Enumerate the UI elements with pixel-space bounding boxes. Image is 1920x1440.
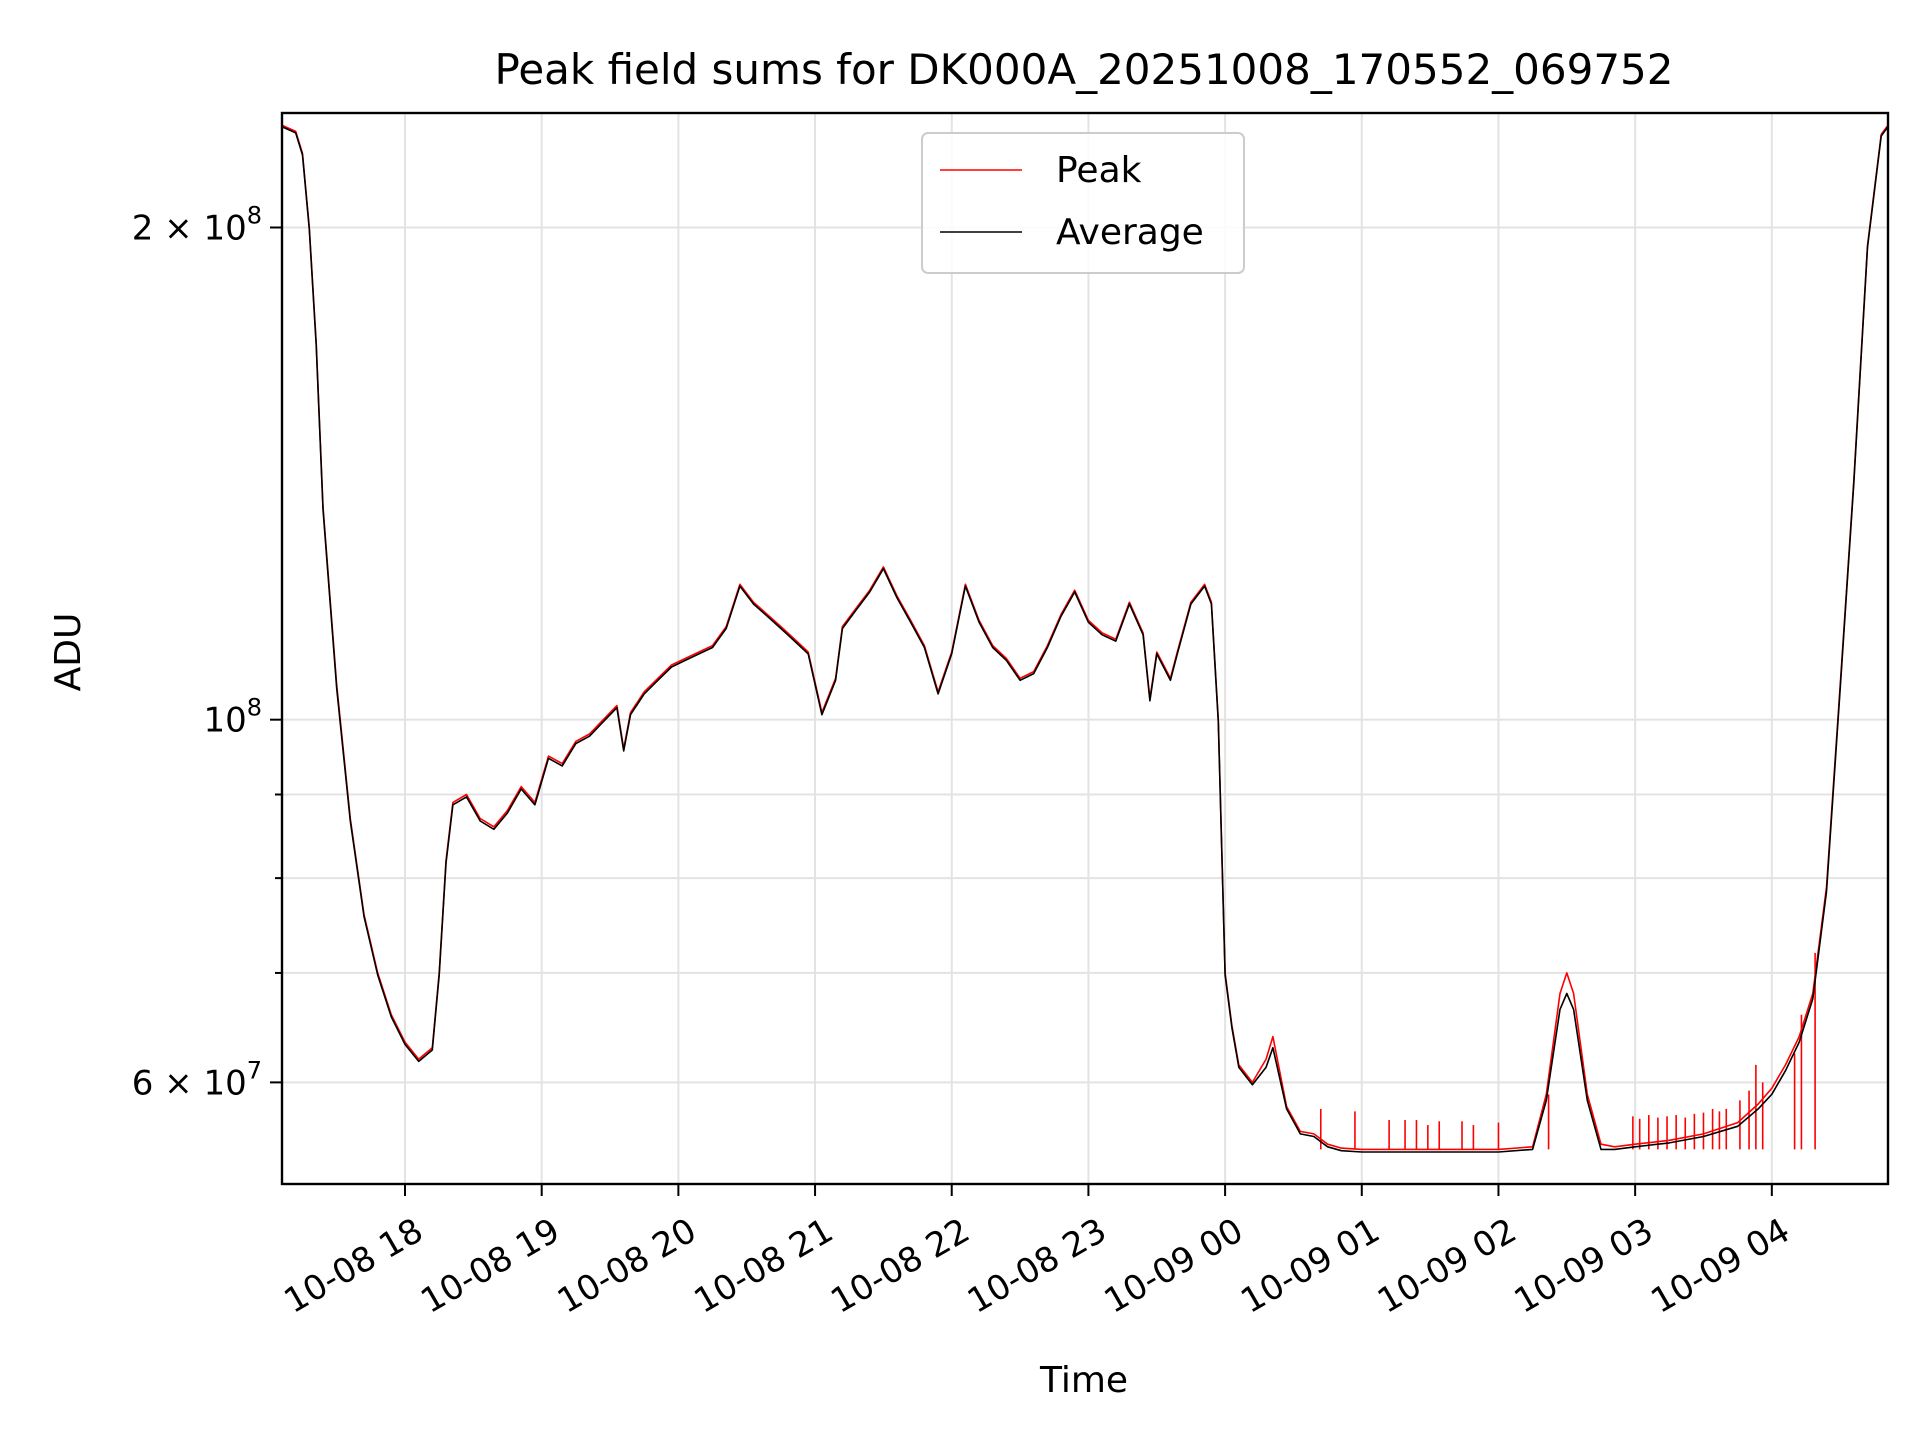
legend: Peak Average [921,132,1245,274]
y-tick-label: 2 × 108 [132,202,262,249]
x-axis-label: Time [1039,1360,1128,1401]
y-tick-label: 6 × 107 [132,1056,262,1103]
y-axis-label: ADU [48,613,89,692]
series-average [282,125,1888,1153]
plot-frame [280,111,1890,1186]
legend-box [921,132,1245,274]
series-line-average [282,125,1888,1153]
series-layer [282,124,1888,1153]
series-line-peak [282,124,1888,1151]
series-peak [282,124,1888,1151]
y-tick-label: 108 [203,694,262,741]
legend-label-average: Average [1056,212,1204,253]
chart-title: Peak field sums for DK000A_20251008_1705… [494,45,1673,94]
legend-label-peak: Peak [1056,150,1142,191]
